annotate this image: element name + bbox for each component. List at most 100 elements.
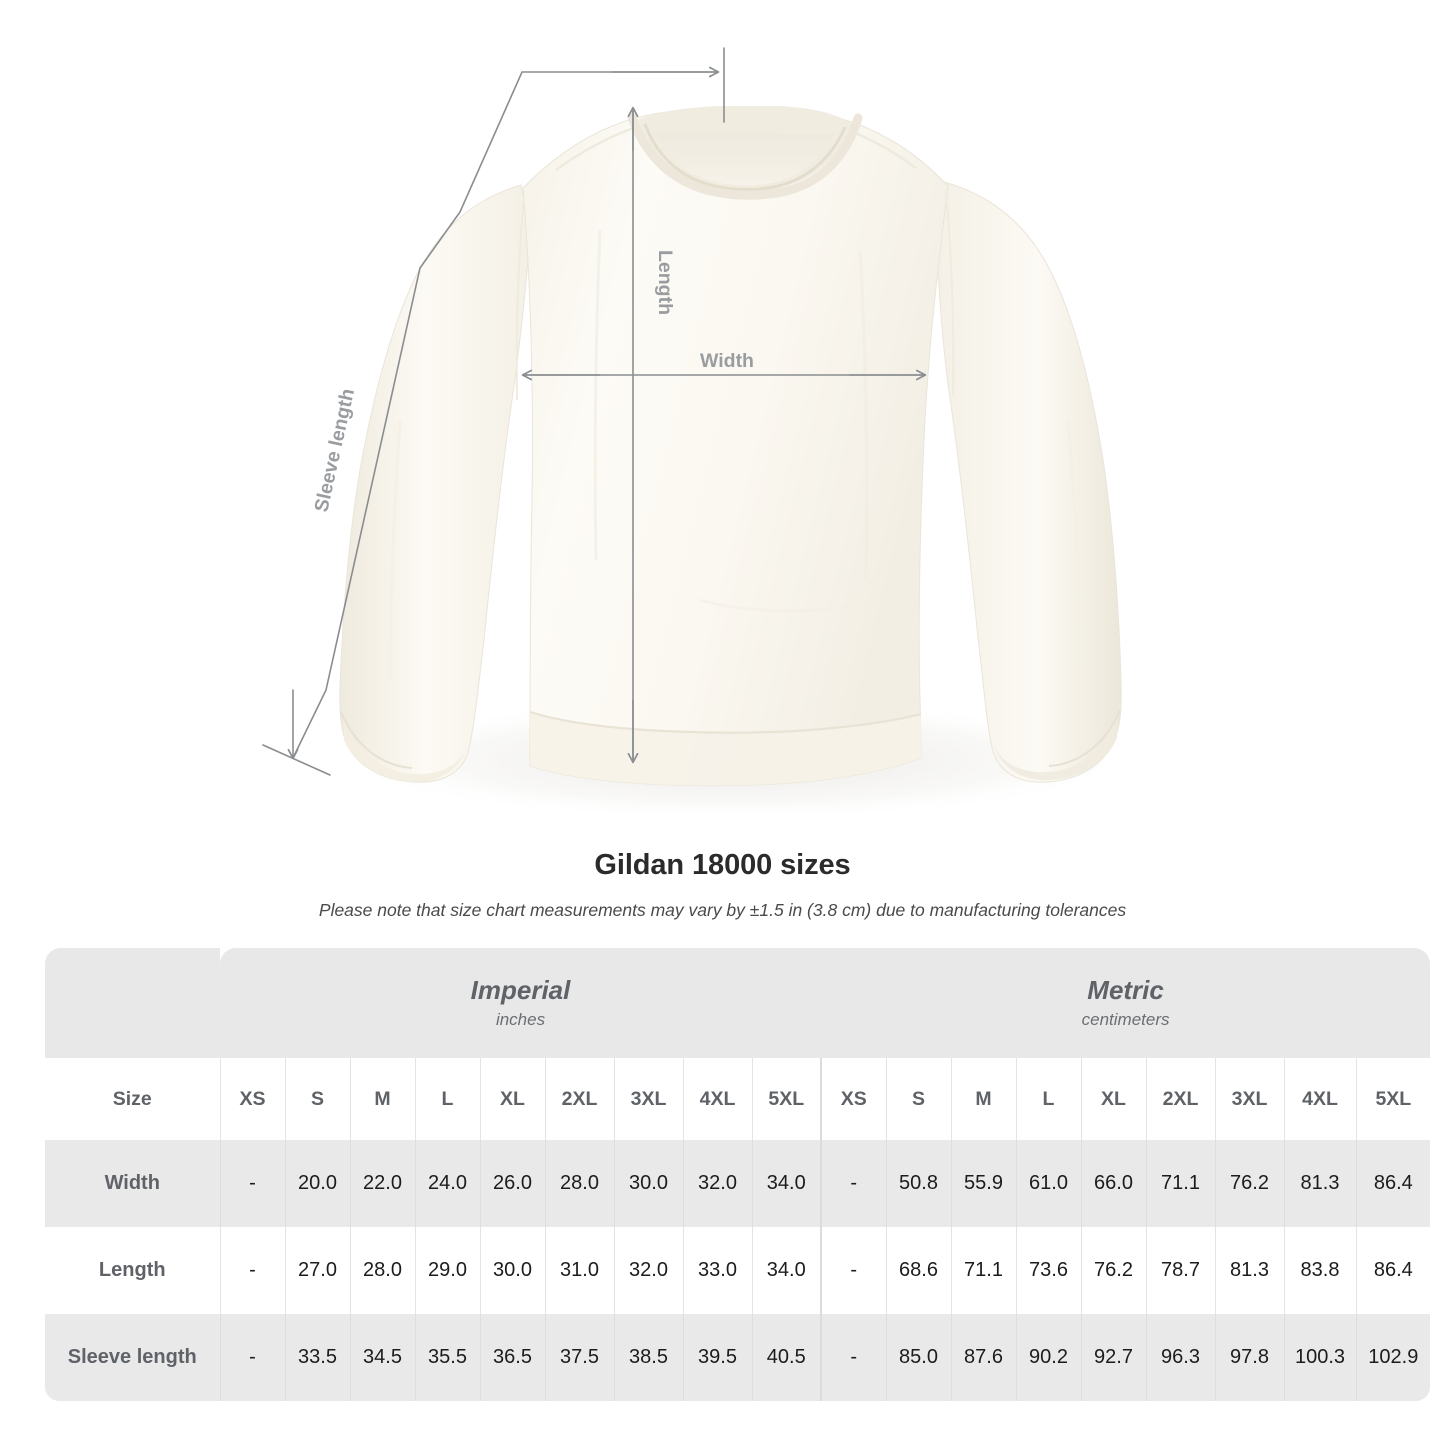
cell-length-imperial-5xl: 34.0 <box>751 1227 822 1314</box>
cell-sleeve-imperial-xl: 36.5 <box>479 1314 545 1401</box>
size-header-metric-xl: XL <box>1080 1058 1147 1140</box>
cell-width-imperial-l: 24.0 <box>414 1140 480 1227</box>
page-title: Gildan 18000 sizes <box>594 849 851 881</box>
title-block: Gildan 18000 sizes Please note that size… <box>0 845 1445 922</box>
cell-width-metric-s: 50.8 <box>885 1140 952 1227</box>
cell-width-metric-xs: - <box>820 1140 887 1227</box>
neck-inner-shadow <box>655 133 834 186</box>
size-header-imperial-4xl: 4XL <box>682 1058 752 1140</box>
cell-width-metric-2xl: 71.1 <box>1145 1140 1216 1227</box>
cell-width-imperial-4xl: 32.0 <box>682 1140 752 1227</box>
right-sleeve <box>935 181 1122 783</box>
row-label-sleeve-length: Sleeve length <box>45 1314 220 1401</box>
sleeve-end-tick <box>262 744 331 776</box>
sleeve-length-label: Sleeve length <box>310 387 359 515</box>
cell-sleeve-imperial-s: 33.5 <box>284 1314 350 1401</box>
fold-sleeve-right <box>1066 419 1082 681</box>
cell-length-metric-5xl: 86.4 <box>1355 1227 1431 1314</box>
cell-sleeve-imperial-3xl: 38.5 <box>613 1314 683 1401</box>
size-header-imperial-2xl: 2XL <box>544 1058 614 1140</box>
cell-length-imperial-xl: 30.0 <box>479 1227 545 1314</box>
left-armhole-seam <box>515 195 525 401</box>
hem-seam <box>529 710 922 734</box>
sleeve-length-leader <box>292 71 719 759</box>
fold-sleeve-left <box>388 419 402 681</box>
cell-length-imperial-m: 28.0 <box>349 1227 415 1314</box>
metric-unit-sub: centimeters <box>1081 1010 1170 1029</box>
cell-length-metric-m: 71.1 <box>950 1227 1017 1314</box>
cell-width-imperial-s: 20.0 <box>284 1140 350 1227</box>
cell-sleeve-imperial-m: 34.5 <box>349 1314 415 1401</box>
left-cuff <box>344 718 468 783</box>
fold-3 <box>699 598 861 613</box>
cell-width-imperial-xs: - <box>219 1140 285 1227</box>
size-header-imperial-3xl: 3XL <box>613 1058 683 1140</box>
size-chart-table: Imperial inches Metric centimeters Size … <box>45 948 1431 1401</box>
measurement-annotations <box>262 47 927 776</box>
size-header-metric-s: S <box>885 1058 952 1140</box>
table-row: Length - 27.0 28.0 29.0 30.0 31.0 32.0 3… <box>45 1227 1431 1314</box>
cell-sleeve-imperial-4xl: 39.5 <box>682 1314 752 1401</box>
size-header-metric-4xl: 4XL <box>1283 1058 1357 1140</box>
body <box>522 108 949 787</box>
imperial-header: Imperial inches <box>220 948 822 1058</box>
imperial-unit-name: Imperial <box>470 975 571 1005</box>
cell-width-imperial-3xl: 30.0 <box>613 1140 683 1227</box>
cell-length-metric-xl: 76.2 <box>1080 1227 1147 1314</box>
cell-length-metric-2xl: 78.7 <box>1145 1227 1216 1314</box>
size-header-metric-l: L <box>1015 1058 1082 1140</box>
row-label-width: Width <box>45 1140 220 1227</box>
size-header-metric-xs: XS <box>820 1058 887 1140</box>
size-header-imperial-s: S <box>284 1058 350 1140</box>
cell-sleeve-metric-3xl: 97.8 <box>1214 1314 1285 1401</box>
right-armhole-seam <box>945 191 955 397</box>
size-chart-table-wrapper: Imperial inches Metric centimeters Size … <box>45 948 1431 1401</box>
size-header-metric-5xl: 5XL <box>1355 1058 1431 1140</box>
size-header-imperial-xs: XS <box>219 1058 285 1140</box>
cell-length-metric-s: 68.6 <box>885 1227 952 1314</box>
cell-length-imperial-s: 27.0 <box>284 1227 350 1314</box>
cell-length-imperial-3xl: 32.0 <box>613 1227 683 1314</box>
garment-diagram: Length Width Sleeve length <box>262 47 1135 820</box>
unit-band-spacer <box>45 948 220 1058</box>
bottom-ribbing <box>530 712 921 786</box>
cell-width-metric-3xl: 76.2 <box>1214 1140 1285 1227</box>
cell-width-imperial-2xl: 28.0 <box>544 1140 614 1227</box>
cell-length-metric-3xl: 81.3 <box>1214 1227 1285 1314</box>
cell-length-imperial-2xl: 31.0 <box>544 1227 614 1314</box>
cell-width-imperial-xl: 26.0 <box>479 1140 545 1227</box>
cell-length-metric-4xl: 83.8 <box>1283 1227 1357 1314</box>
cell-length-imperial-l: 29.0 <box>414 1227 480 1314</box>
width-label: Width <box>700 350 754 372</box>
unit-header-row: Imperial inches Metric centimeters <box>45 948 1431 1058</box>
cell-width-metric-l: 61.0 <box>1015 1140 1082 1227</box>
cell-sleeve-metric-xs: - <box>820 1314 887 1401</box>
length-label: Length <box>654 250 676 315</box>
right-cuff-seam <box>1048 709 1121 767</box>
row-label-length: Length <box>45 1227 220 1314</box>
cell-width-metric-5xl: 86.4 <box>1355 1140 1431 1227</box>
cell-sleeve-metric-l: 90.2 <box>1015 1314 1082 1401</box>
cell-sleeve-metric-s: 85.0 <box>885 1314 952 1401</box>
right-cuff <box>993 716 1117 781</box>
size-header-imperial-5xl: 5XL <box>751 1058 822 1140</box>
fold-2 <box>858 249 869 581</box>
cell-length-metric-l: 73.6 <box>1015 1227 1082 1314</box>
metric-unit-name: Metric <box>1087 975 1164 1005</box>
cell-width-metric-xl: 66.0 <box>1080 1140 1147 1227</box>
left-sleeve <box>339 184 531 783</box>
size-header-metric-2xl: 2XL <box>1145 1058 1216 1140</box>
cell-width-metric-m: 55.9 <box>950 1140 1017 1227</box>
metric-header: Metric centimeters <box>821 948 1431 1058</box>
size-header-imperial-l: L <box>414 1058 480 1140</box>
cell-sleeve-imperial-2xl: 37.5 <box>544 1314 614 1401</box>
cell-sleeve-metric-2xl: 96.3 <box>1145 1314 1216 1401</box>
cell-width-imperial-m: 22.0 <box>349 1140 415 1227</box>
sweatshirt-illustration <box>339 106 1122 787</box>
size-column-header: Size <box>45 1058 220 1140</box>
size-label-row: Size XS S M L XL 2XL 3XL 4XL 5XL XS S M … <box>45 1058 1431 1140</box>
size-header-metric-3xl: 3XL <box>1214 1058 1285 1140</box>
imperial-unit-sub: inches <box>495 1010 546 1029</box>
cell-width-metric-4xl: 81.3 <box>1283 1140 1357 1227</box>
cell-length-imperial-4xl: 33.0 <box>682 1227 752 1314</box>
